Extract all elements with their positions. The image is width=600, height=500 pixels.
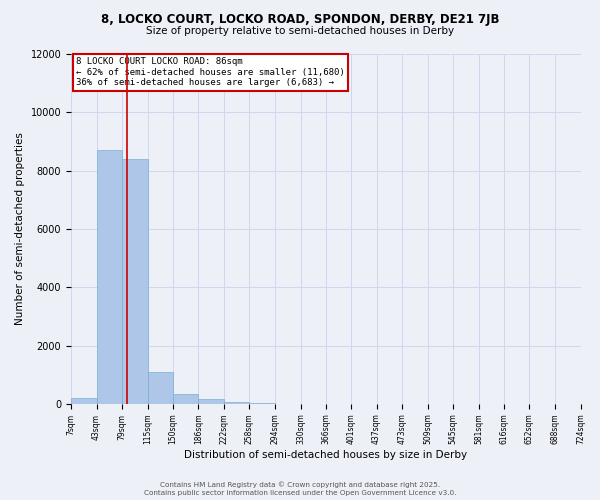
- Text: Contains HM Land Registry data © Crown copyright and database right 2025.: Contains HM Land Registry data © Crown c…: [160, 481, 440, 488]
- Bar: [97, 150, 122, 404]
- Bar: [198, 400, 224, 404]
- Bar: [71, 398, 97, 404]
- Bar: [173, 394, 198, 404]
- Bar: [224, 402, 250, 404]
- Text: Size of property relative to semi-detached houses in Derby: Size of property relative to semi-detach…: [146, 26, 454, 36]
- Bar: [250, 403, 275, 404]
- Text: Contains public sector information licensed under the Open Government Licence v3: Contains public sector information licen…: [144, 490, 456, 496]
- Y-axis label: Number of semi-detached properties: Number of semi-detached properties: [15, 132, 25, 326]
- Bar: [148, 372, 173, 404]
- Text: 8, LOCKO COURT, LOCKO ROAD, SPONDON, DERBY, DE21 7JB: 8, LOCKO COURT, LOCKO ROAD, SPONDON, DER…: [101, 12, 499, 26]
- Bar: [122, 159, 148, 404]
- Text: 8 LOCKO COURT LOCKO ROAD: 86sqm
← 62% of semi-detached houses are smaller (11,68: 8 LOCKO COURT LOCKO ROAD: 86sqm ← 62% of…: [76, 58, 345, 88]
- X-axis label: Distribution of semi-detached houses by size in Derby: Distribution of semi-detached houses by …: [184, 450, 467, 460]
